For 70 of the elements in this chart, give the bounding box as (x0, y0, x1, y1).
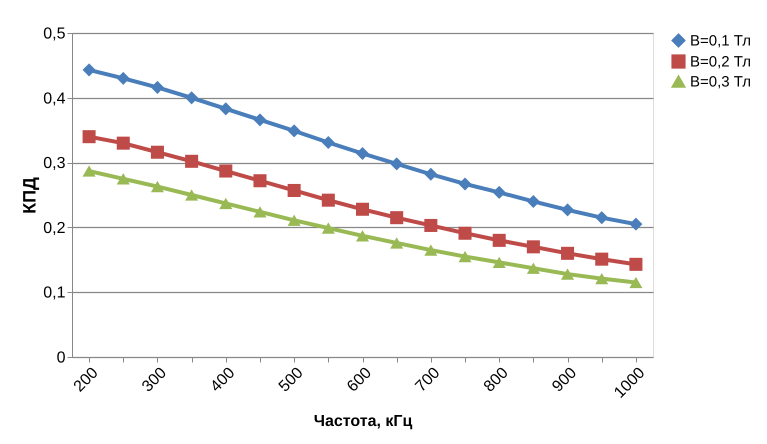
y-tick-label: 0,5 (43, 26, 66, 42)
point (253, 113, 266, 126)
point (82, 63, 96, 76)
point (82, 130, 96, 144)
point (150, 146, 164, 159)
x-tick-label: 300 (139, 364, 170, 396)
point (526, 194, 540, 208)
x-tick-label: 500 (276, 364, 307, 396)
point (492, 256, 506, 268)
point (82, 165, 96, 177)
legend-label: B=0,3 Тл (690, 74, 752, 90)
point (458, 177, 472, 191)
point (595, 211, 608, 224)
point (390, 157, 404, 170)
x-tick-label: 900 (549, 364, 580, 396)
point (561, 268, 574, 280)
point (219, 164, 232, 178)
point (458, 226, 472, 240)
point (356, 230, 370, 242)
point (561, 246, 574, 260)
point (150, 180, 164, 192)
point (219, 198, 232, 210)
y-tick-label: 0,4 (43, 90, 66, 108)
point (458, 250, 472, 262)
x-tick-label: 200 (70, 364, 102, 396)
point (390, 237, 404, 249)
y-tick-label: 0,1 (43, 284, 66, 302)
point (595, 272, 608, 284)
legend-label: B=0,1 Тл (690, 32, 752, 50)
point (492, 186, 506, 199)
y-tick-label: 0,3 (43, 155, 66, 172)
point (185, 189, 198, 201)
point (185, 154, 198, 168)
x-tick-label: 700 (412, 364, 444, 396)
point (150, 80, 164, 94)
legend-label: B=0,2 Тл (690, 54, 752, 70)
y-tick-label: 0,2 (43, 220, 66, 237)
point (390, 211, 404, 224)
point (424, 168, 438, 181)
point (629, 258, 642, 271)
x-axis-title: Частота, кГц (314, 412, 412, 430)
x-tick-label: 400 (207, 364, 238, 396)
point (116, 136, 130, 150)
point (288, 184, 301, 197)
point (116, 173, 130, 184)
x-tick-label: 800 (480, 364, 512, 396)
point (356, 147, 370, 160)
point (356, 202, 370, 216)
point (185, 91, 198, 104)
point (424, 244, 438, 256)
point (288, 124, 301, 138)
point (322, 222, 335, 234)
point (492, 234, 506, 247)
point (253, 206, 266, 218)
x-tick-label: 600 (344, 364, 376, 396)
point (629, 218, 642, 231)
point (424, 218, 438, 232)
point (526, 262, 540, 274)
point (253, 174, 266, 188)
point (116, 72, 130, 85)
point (322, 194, 335, 207)
point (219, 102, 232, 116)
point (526, 240, 540, 254)
point (629, 276, 642, 288)
y-tick-label: 0 (56, 350, 66, 366)
point (322, 136, 335, 150)
point (561, 203, 574, 216)
point (288, 214, 301, 226)
y-axis-title: КПД (19, 176, 40, 214)
point (595, 252, 608, 266)
